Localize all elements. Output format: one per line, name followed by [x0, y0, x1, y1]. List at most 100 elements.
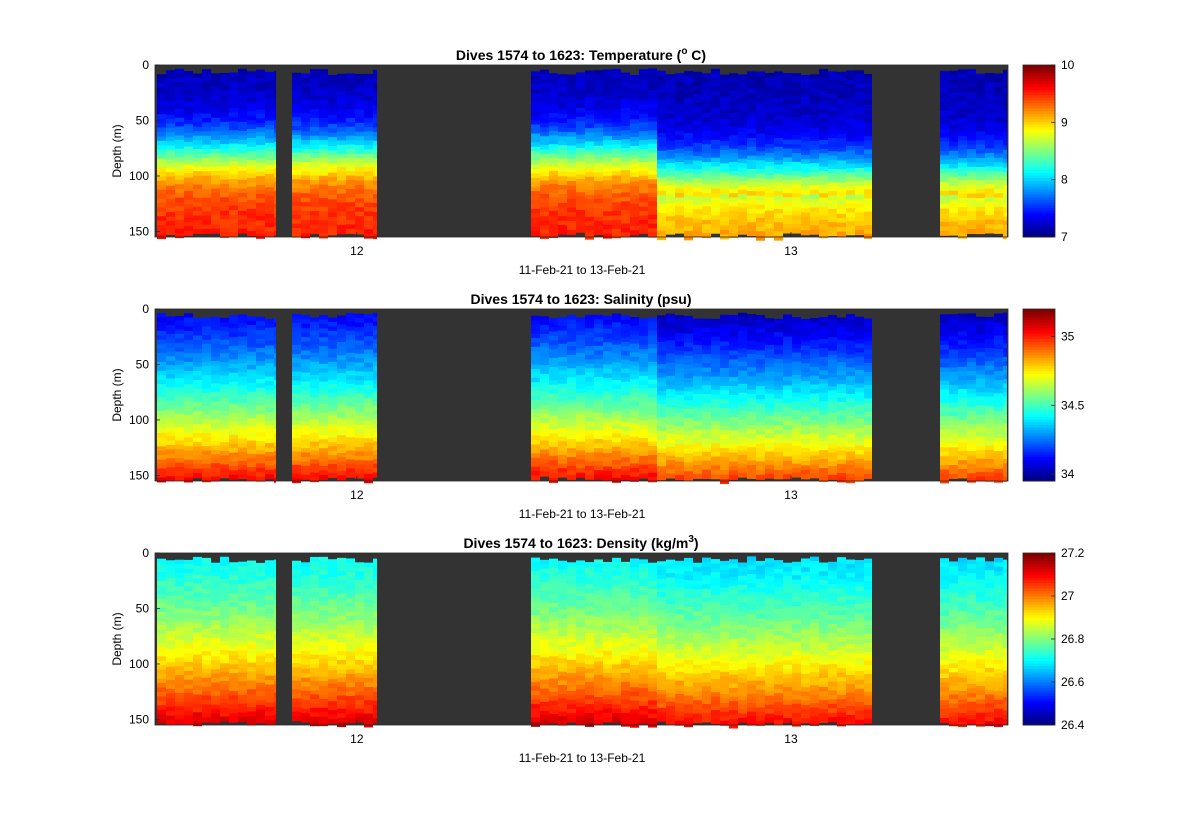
colorbar-segment: [1023, 462, 1055, 466]
colorbar-segment: [1023, 175, 1055, 179]
colorbar-segment: [1023, 228, 1055, 233]
y-tick-label: 0: [142, 58, 149, 72]
x-axis-label: 11-Feb-21 to 13-Feb-21: [519, 751, 646, 765]
x-tick-label: 12: [350, 732, 364, 746]
dive-profile: [994, 73, 1003, 234]
colorbar-segment: [1023, 78, 1055, 82]
dive-profile: [292, 72, 301, 238]
colorbar-segment: [1023, 464, 1055, 469]
dive-profile: [630, 558, 639, 728]
colorbar-tick-label: 34: [1061, 467, 1075, 481]
colorbar-segment: [1023, 679, 1055, 683]
dive-profile: [837, 557, 846, 727]
dive-profile: [702, 73, 711, 239]
dive-profile: [729, 559, 738, 729]
dive-profile: [265, 71, 274, 237]
y-tick-label: 100: [129, 657, 149, 671]
colorbar-segment: [1023, 386, 1055, 391]
colorbar-segment: [1023, 322, 1055, 326]
dive-profile: [310, 556, 319, 727]
dive-profile: [346, 73, 355, 234]
dive-profile: [738, 562, 747, 723]
colorbar-segment: [1023, 622, 1055, 627]
colorbar-tick-label: 26.4: [1061, 718, 1085, 732]
colorbar-segment: [1023, 579, 1055, 584]
colorbar-segment: [1023, 649, 1055, 653]
dive-profile: [855, 70, 864, 236]
dive-profile: [756, 560, 765, 726]
plot-area: [154, 64, 1009, 241]
dive-profile: [549, 73, 558, 238]
dive-profile: [801, 74, 810, 236]
colorbar-segment: [1023, 438, 1055, 442]
colorbar-tick-label: 26.6: [1061, 675, 1085, 689]
colorbar: 10 9 8 7: [1022, 58, 1075, 244]
colorbar: 27.2 27 26.8 26.6 26.4: [1022, 546, 1085, 732]
dive-profile: [558, 74, 567, 235]
colorbar: 35 34.5 34: [1022, 308, 1085, 482]
colorbar-segment: [1023, 668, 1055, 672]
dive-profile: [846, 559, 855, 725]
colorbar-segment: [1023, 601, 1055, 605]
colorbar-segment: [1023, 97, 1055, 101]
dive-profile: [247, 316, 256, 482]
dive-profile: [594, 314, 603, 480]
dive-profile: [693, 562, 702, 724]
colorbar-segment: [1023, 698, 1055, 702]
colorbar-segment: [1023, 660, 1055, 664]
dive-profile: [301, 314, 310, 480]
colorbar-segment: [1023, 156, 1055, 160]
dive-profile: [346, 312, 355, 478]
colorbar-segment: [1023, 690, 1055, 694]
dive-profile: [967, 69, 976, 235]
dive-profile: [940, 314, 949, 484]
colorbar-segment: [1023, 657, 1055, 661]
dive-profile: [657, 561, 666, 722]
colorbar-segment: [1023, 687, 1055, 691]
dive-profile: [630, 74, 639, 236]
colorbar-segment: [1023, 553, 1055, 557]
dive-profile: [846, 313, 855, 484]
colorbar-segment: [1023, 673, 1055, 678]
dive-profile: [828, 315, 837, 480]
colorbar-segment: [1023, 582, 1055, 586]
dive-profile: [675, 73, 684, 234]
colorbar-segment: [1023, 630, 1055, 635]
colorbar-segment: [1023, 561, 1055, 565]
panel-density: Dives 1574 to 1623: Density (kg/m3) 0 50 1…: [110, 534, 1085, 765]
colorbar-segment: [1023, 376, 1055, 380]
dive-profile: [193, 317, 202, 479]
dive-profile: [202, 317, 211, 483]
colorbar-segment: [1023, 333, 1055, 337]
colorbar-segment: [1023, 378, 1055, 383]
dive-profile: [373, 69, 377, 240]
dive-profile: [711, 318, 720, 480]
colorbar-segment: [1023, 196, 1055, 200]
dive-profile: [864, 73, 872, 239]
colorbar-segment: [1023, 617, 1055, 621]
colorbar-segment: [1023, 121, 1055, 125]
colorbar-segment: [1023, 325, 1055, 329]
colorbar-segment: [1023, 148, 1055, 152]
colorbar-segment: [1023, 346, 1055, 350]
colorbar-segment: [1023, 596, 1055, 600]
colorbar-segment: [1023, 706, 1055, 710]
colorbar-segment: [1023, 180, 1055, 184]
colorbar-segment: [1023, 555, 1055, 559]
dive-profile: [612, 557, 621, 723]
colorbar-segment: [1023, 432, 1055, 436]
colorbar-segment: [1023, 142, 1055, 147]
panel-temperature: Dives 1574 to 1623: Temperature (o C) 0 5…: [110, 46, 1075, 277]
colorbar-segment: [1023, 585, 1055, 589]
dive-profile: [211, 562, 220, 724]
colorbar-segment: [1023, 161, 1055, 165]
dive-profile: [738, 74, 747, 235]
y-axis-label: Depth (m): [110, 368, 124, 421]
x-axis-label: 11-Feb-21 to 13-Feb-21: [519, 263, 646, 277]
dive-profile: [985, 316, 994, 482]
colorbar-segment: [1023, 210, 1055, 214]
dive-profile: [612, 313, 621, 483]
dive-profile: [940, 558, 949, 724]
dive-profile: [846, 70, 855, 236]
